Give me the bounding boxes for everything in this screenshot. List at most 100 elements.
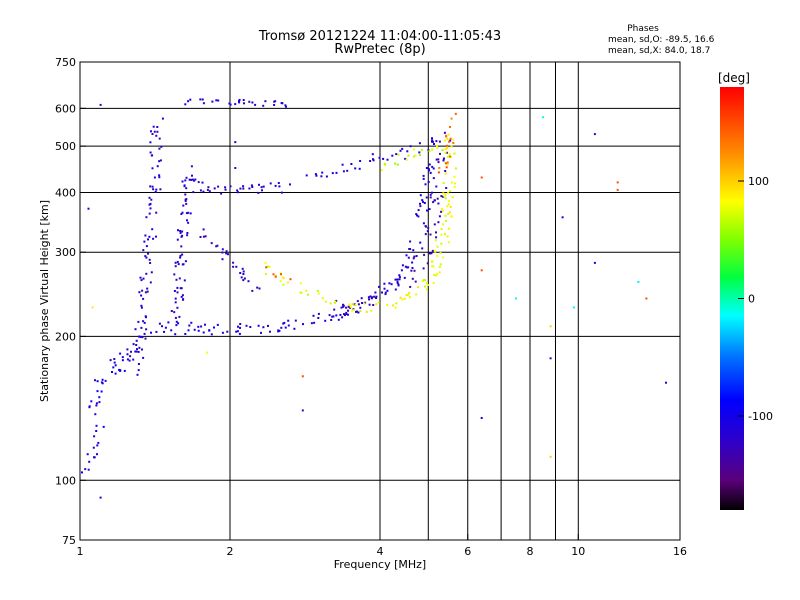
data-point bbox=[187, 100, 190, 103]
data-point bbox=[141, 336, 144, 339]
data-point bbox=[180, 287, 183, 290]
data-point bbox=[383, 287, 386, 290]
data-point bbox=[432, 265, 435, 268]
data-point bbox=[287, 324, 290, 327]
data-point bbox=[225, 252, 228, 255]
data-point bbox=[421, 199, 424, 202]
data-point bbox=[378, 285, 380, 288]
data-point bbox=[447, 227, 450, 230]
data-point bbox=[266, 265, 269, 268]
data-point bbox=[158, 147, 161, 150]
data-point bbox=[128, 359, 131, 362]
data-point bbox=[404, 157, 407, 160]
data-point bbox=[142, 297, 145, 300]
data-point bbox=[144, 337, 147, 340]
data-point bbox=[439, 263, 442, 266]
data-point bbox=[134, 328, 137, 331]
data-point bbox=[429, 233, 432, 236]
data-point bbox=[375, 303, 378, 306]
data-point bbox=[428, 208, 431, 211]
data-point bbox=[140, 279, 143, 282]
data-point bbox=[354, 167, 357, 170]
data-point bbox=[161, 325, 163, 328]
data-point bbox=[443, 157, 445, 160]
data-point bbox=[426, 230, 429, 233]
data-point bbox=[415, 293, 418, 296]
data-point bbox=[181, 211, 184, 214]
data-point bbox=[280, 273, 282, 276]
data-point bbox=[438, 215, 441, 218]
data-point bbox=[153, 176, 156, 179]
data-point bbox=[373, 295, 376, 298]
data-point bbox=[356, 300, 359, 303]
data-point bbox=[382, 157, 385, 160]
data-point bbox=[333, 308, 336, 311]
data-point bbox=[280, 191, 283, 194]
data-point bbox=[176, 306, 179, 309]
data-point bbox=[312, 314, 315, 317]
data-point bbox=[289, 183, 291, 186]
data-point bbox=[444, 139, 446, 142]
data-point bbox=[158, 160, 161, 163]
data-point bbox=[515, 297, 517, 300]
data-point bbox=[93, 435, 96, 438]
stats-line-x: mean, sd,X: 84.0, 18.7 bbox=[608, 46, 710, 56]
data-point bbox=[388, 282, 391, 285]
data-point bbox=[549, 455, 552, 458]
data-point bbox=[324, 319, 327, 322]
data-point bbox=[593, 133, 596, 136]
data-point bbox=[401, 298, 404, 301]
data-point bbox=[202, 228, 205, 231]
data-point bbox=[616, 188, 619, 191]
data-point bbox=[134, 350, 137, 353]
data-point bbox=[155, 211, 158, 214]
data-point bbox=[314, 173, 317, 176]
data-point bbox=[440, 210, 443, 213]
data-point bbox=[480, 176, 483, 179]
data-point bbox=[126, 358, 129, 361]
data-point bbox=[136, 373, 139, 376]
data-point bbox=[221, 251, 224, 254]
data-point bbox=[188, 324, 191, 327]
data-point bbox=[325, 175, 328, 178]
data-point bbox=[88, 460, 91, 463]
data-point bbox=[369, 160, 372, 162]
data-point bbox=[320, 175, 323, 178]
data-point bbox=[159, 159, 162, 162]
data-point bbox=[175, 278, 178, 281]
data-point bbox=[144, 255, 147, 258]
data-point bbox=[279, 280, 282, 283]
data-point bbox=[357, 311, 360, 314]
data-point bbox=[446, 147, 448, 150]
data-point bbox=[145, 328, 148, 331]
data-point bbox=[199, 98, 202, 101]
data-point bbox=[435, 140, 438, 143]
data-point bbox=[432, 201, 435, 204]
data-point bbox=[412, 249, 415, 252]
data-point bbox=[190, 321, 193, 324]
data-point bbox=[306, 293, 309, 296]
data-point bbox=[370, 309, 373, 312]
data-point bbox=[433, 249, 436, 252]
data-point bbox=[342, 303, 344, 306]
data-point bbox=[419, 154, 421, 157]
data-point bbox=[267, 324, 269, 327]
data-point bbox=[409, 240, 412, 243]
data-point bbox=[140, 326, 143, 329]
data-point bbox=[435, 185, 438, 188]
data-point bbox=[215, 99, 218, 102]
data-point bbox=[341, 316, 344, 319]
data-point bbox=[179, 231, 182, 234]
data-point bbox=[433, 274, 435, 276]
data-point bbox=[347, 309, 349, 312]
data-point bbox=[440, 242, 443, 245]
data-point bbox=[251, 186, 254, 188]
data-point bbox=[151, 228, 154, 231]
data-point bbox=[199, 236, 202, 238]
data-point bbox=[173, 311, 176, 314]
data-point bbox=[386, 158, 389, 161]
data-point bbox=[238, 101, 241, 104]
data-point bbox=[444, 233, 446, 236]
data-point bbox=[156, 130, 159, 133]
